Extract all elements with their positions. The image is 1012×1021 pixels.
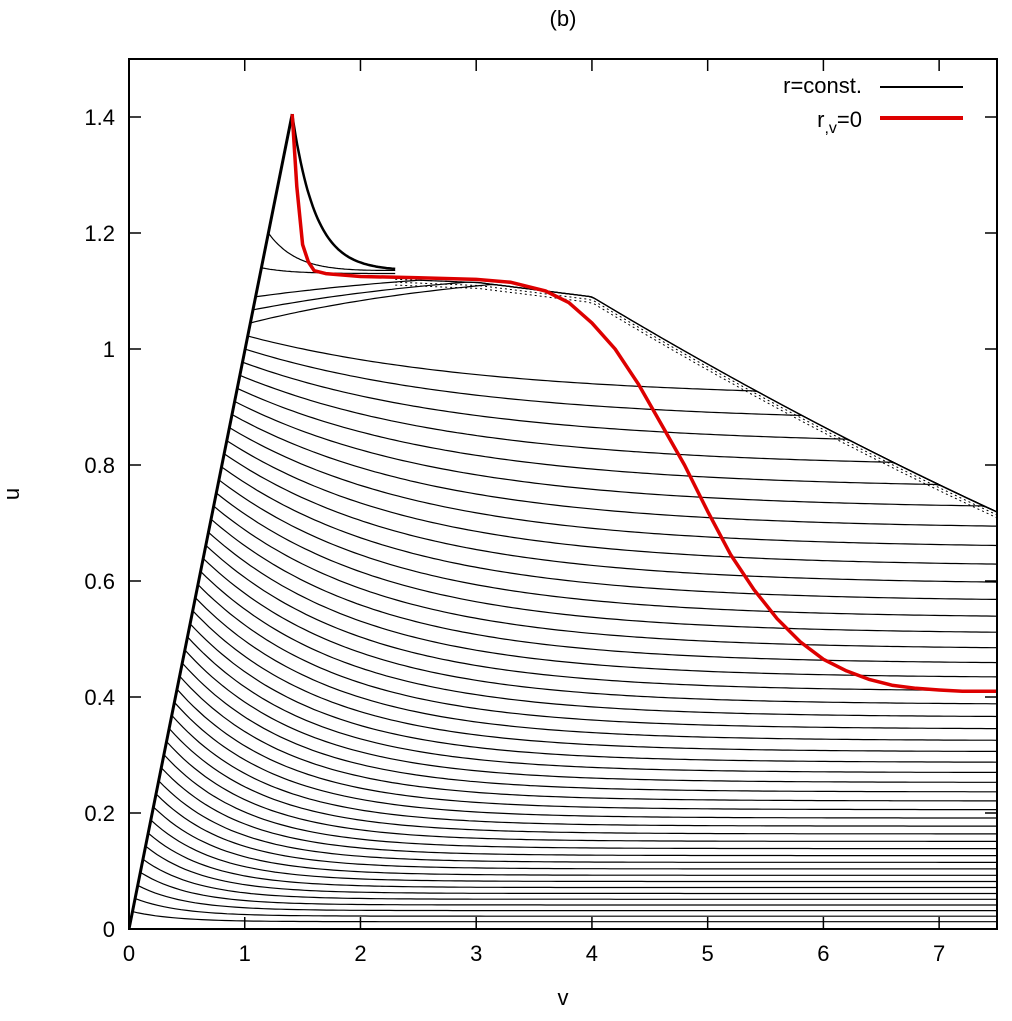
legend-label-r-v-zero: r,v=0	[817, 107, 862, 137]
r-const-contour	[129, 858, 997, 929]
r-const-contour	[129, 504, 997, 929]
r-const-contour	[129, 727, 997, 929]
r-const-contour	[129, 596, 997, 929]
r-const-contour	[129, 805, 997, 929]
r-const-contour	[129, 518, 997, 929]
r-const-contour	[129, 845, 997, 929]
r-const-contour-dense	[395, 278, 997, 513]
r-const-contour	[129, 544, 997, 929]
r-const-contour	[129, 687, 997, 929]
y-tick-label: 0.2	[84, 801, 115, 826]
r-const-contour	[129, 622, 997, 929]
x-axis-label: v	[558, 985, 569, 1010]
x-tick-label: 7	[933, 941, 945, 966]
r-const-contour-dense	[395, 281, 997, 516]
plot-frame	[128, 58, 998, 930]
r-const-contour	[129, 609, 997, 929]
x-tick-label: 2	[354, 941, 366, 966]
r-const-contour	[129, 766, 997, 929]
r-const-contour	[129, 792, 997, 929]
r-const-contour	[129, 439, 997, 929]
r-const-contour	[129, 426, 997, 929]
r-const-contour	[129, 635, 997, 929]
y-tick-label: 1	[103, 337, 115, 362]
y-axis-label: u	[0, 488, 24, 500]
r-const-contour-boundary	[129, 113, 294, 929]
r-const-contour	[129, 818, 997, 929]
r-const-contour	[129, 674, 997, 929]
r-const-contour	[129, 897, 997, 929]
r-const-contour	[129, 910, 997, 929]
legend-r: r	[817, 107, 824, 132]
r-const-contour	[129, 557, 997, 929]
x-tick-label: 3	[470, 941, 482, 966]
r-const-contour	[129, 884, 997, 929]
r-const-contour	[129, 478, 997, 929]
x-tick-label: 5	[702, 941, 714, 966]
legend: r=const. r,v=0	[783, 73, 963, 137]
r-const-contour	[129, 831, 997, 929]
y-tick-label: 0.4	[84, 685, 115, 710]
r-const-contour	[129, 348, 997, 929]
r-const-contour	[129, 491, 997, 929]
r-const-contour	[129, 871, 997, 929]
r-const-contour	[129, 531, 997, 929]
r-v-zero-curve-layer	[290, 113, 997, 693]
r-const-contour	[129, 701, 997, 929]
r-const-contour	[129, 779, 997, 929]
x-tick-label: 4	[586, 941, 598, 966]
y-tick-label: 0.8	[84, 453, 115, 478]
legend-sub-v: ,v	[824, 120, 836, 137]
r-const-contour	[129, 753, 997, 929]
r-const-contour	[129, 387, 997, 929]
contour-lines	[129, 113, 997, 929]
r-const-contour-dense	[395, 284, 997, 519]
r-const-contour	[129, 465, 997, 929]
r-const-contour	[129, 374, 997, 929]
r-const-contour	[129, 279, 997, 929]
y-tick-label: 0.6	[84, 569, 115, 594]
r-const-contour	[129, 740, 997, 929]
legend-label-r-const: r=const.	[783, 73, 862, 98]
x-tick-label: 0	[123, 941, 135, 966]
y-tick-label: 0	[103, 917, 115, 942]
r-const-contour	[129, 648, 997, 929]
r-const-contour	[129, 231, 396, 929]
r-const-contour	[129, 570, 997, 929]
r-v-zero-curve	[290, 113, 997, 693]
legend-eq-zero: =0	[837, 107, 862, 132]
r-const-contour	[129, 661, 997, 929]
x-tick-label: 6	[817, 941, 829, 966]
chart-title: (b)	[550, 6, 577, 31]
r-const-contour	[129, 583, 997, 929]
axis-tick-labels: 0 1 2 3 4 5 6 7 0 0.2 0.4 0.6 0.8 1 1.2 1.4	[84, 105, 945, 966]
r-const-contour-upper	[290, 113, 396, 271]
r-const-contour	[129, 452, 997, 929]
r-const-contour	[129, 714, 997, 929]
x-tick-label: 1	[239, 941, 251, 966]
r-const-contour	[129, 400, 997, 929]
y-tick-label: 1.4	[84, 105, 115, 130]
axis-ticks	[128, 59, 997, 930]
y-tick-label: 1.2	[84, 221, 115, 246]
r-const-contour	[129, 413, 997, 929]
